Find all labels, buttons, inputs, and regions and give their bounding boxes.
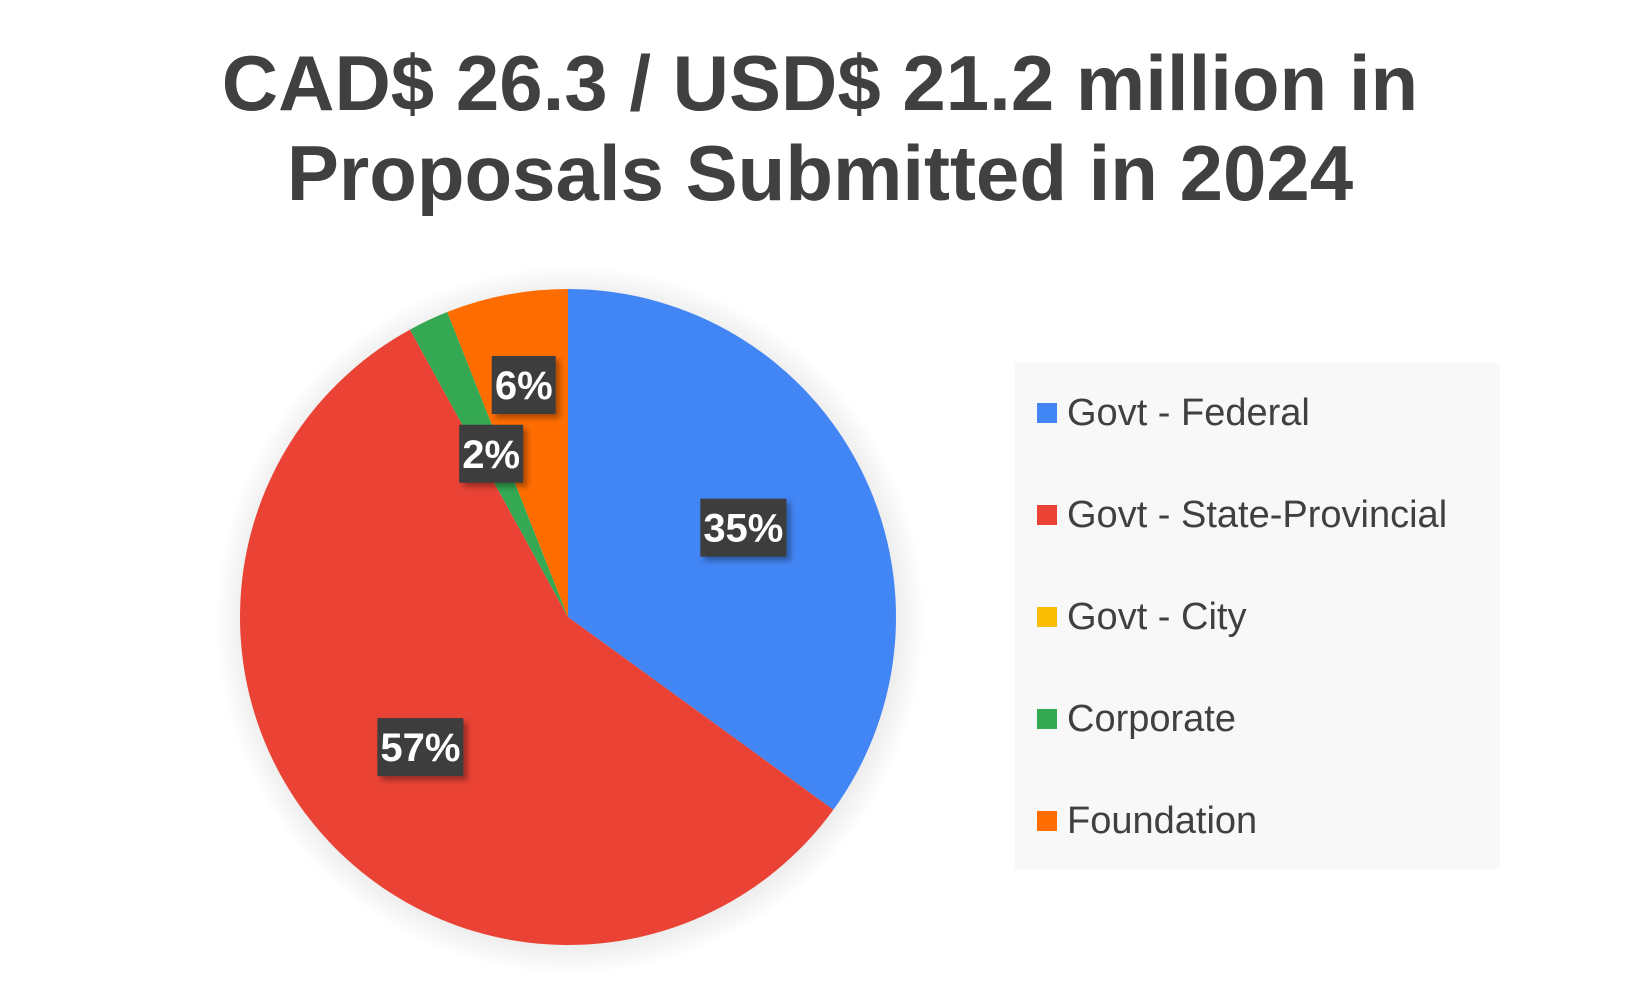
legend-label: Foundation	[1067, 799, 1258, 842]
data-label-govt-federal: 35%	[700, 498, 787, 557]
legend-label: Corporate	[1067, 697, 1236, 740]
legend-swatch	[1037, 505, 1057, 525]
data-label-box	[491, 356, 556, 415]
legend: Govt - Federal Govt - State-Provincial Gov…	[1015, 363, 1500, 869]
data-label-box	[377, 718, 464, 777]
legend-label: Govt - City	[1067, 595, 1247, 638]
legend-item-corporate: Corporate	[1037, 697, 1236, 740]
legend-label: Govt - State-Provincial	[1067, 493, 1448, 536]
data-label-govt-state-provincial: 57%	[377, 718, 464, 777]
data-label-text: 6%	[495, 364, 553, 408]
legend-swatch	[1037, 811, 1057, 831]
legend-item-govt-city: Govt - City	[1037, 595, 1247, 638]
legend-item-govt-state-provincial: Govt - State-Provincial	[1037, 493, 1448, 536]
pie-slice-govt-state-provincial	[239, 329, 834, 946]
data-label-corporate: 2%	[459, 424, 524, 483]
legend-swatch	[1037, 709, 1057, 729]
data-label-text: 35%	[703, 507, 783, 551]
legend-label: Govt - Federal	[1067, 391, 1310, 434]
data-label-foundation: 6%	[491, 356, 556, 415]
legend-item-foundation: Foundation	[1037, 799, 1258, 842]
chart-title-line-1: CAD$ 26.3 / USD$ 21.2 million in	[221, 39, 1419, 127]
chart-title-line-2: Proposals Submitted in 2024	[286, 129, 1354, 217]
legend-swatch	[1037, 607, 1057, 627]
data-label-box	[700, 498, 787, 557]
chart-title: CAD$ 26.3 / USD$ 21.2 million in Proposa…	[0, 38, 1640, 218]
legend-swatch	[1037, 403, 1057, 423]
data-label-box	[459, 424, 524, 483]
legend-item-govt-federal: Govt - Federal	[1037, 391, 1310, 434]
data-label-text: 57%	[380, 726, 460, 770]
data-label-text: 2%	[462, 433, 520, 477]
